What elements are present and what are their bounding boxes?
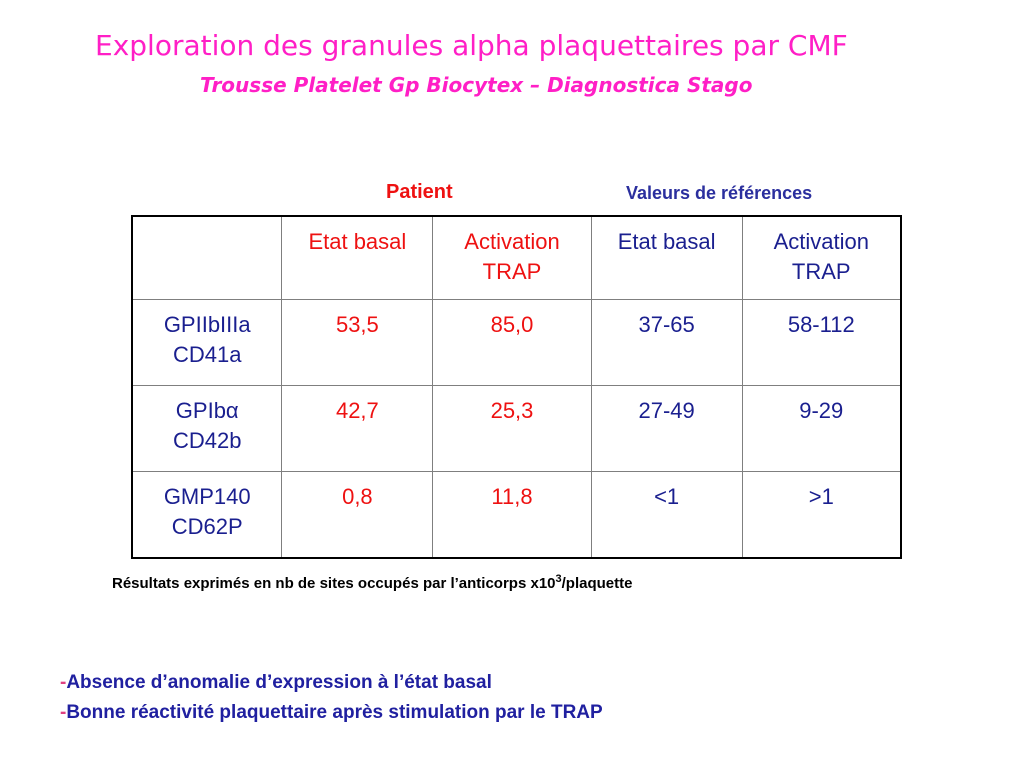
bullet-dash: - bbox=[60, 702, 67, 723]
patient-trap-value: 25,3 bbox=[432, 385, 592, 472]
footnote-exponent: 3 bbox=[555, 573, 562, 585]
header-cell-patient-basal: Etat basal bbox=[281, 215, 434, 300]
bullet-dash: - bbox=[60, 672, 67, 693]
table-row: GMP140 CD62P 0,8 11,8 <1 >1 bbox=[131, 471, 902, 559]
ref-basal-value: 27-49 bbox=[590, 385, 743, 472]
marker-name: GMP140 bbox=[163, 484, 251, 509]
marker-name: GPIbα bbox=[175, 398, 239, 423]
table-row: GPIIbIIIa CD41a 53,5 85,0 37-65 58-112 bbox=[131, 299, 902, 386]
marker-cd: CD42b bbox=[172, 428, 242, 453]
patient-basal-value: 53,5 bbox=[281, 299, 434, 386]
conclusion-item: -Bonne réactivité plaquettaire après sti… bbox=[60, 698, 603, 728]
table-header-row: Etat basal Activation TRAP Etat basal Ac… bbox=[131, 215, 902, 300]
conclusions-list: -Absence d’anomalie d’expression à l’éta… bbox=[60, 668, 603, 728]
footnote-text: Résultats exprimés en nb de sites occupé… bbox=[112, 575, 556, 592]
marker-cell: GPIIbIIIa CD41a bbox=[131, 299, 283, 386]
ref-trap-value: 9-29 bbox=[741, 385, 902, 472]
ref-basal-value: 37-65 bbox=[590, 299, 743, 386]
ref-trap-value: 58-112 bbox=[741, 299, 902, 386]
slide-subtitle: Trousse Platelet Gp Biocytex – Diagnosti… bbox=[200, 73, 753, 97]
patient-trap-value: 11,8 bbox=[432, 471, 592, 559]
marker-cell: GPIbα CD42b bbox=[131, 385, 283, 472]
conclusion-item: -Absence d’anomalie d’expression à l’éta… bbox=[60, 668, 603, 698]
slide-title: Exploration des granules alpha plaquetta… bbox=[95, 29, 848, 62]
ref-basal-value: <1 bbox=[590, 471, 743, 559]
patient-group-label: Patient bbox=[386, 181, 453, 203]
conclusion-text: Absence d’anomalie d’expression à l’état… bbox=[66, 672, 492, 693]
header-cell-patient-trap: Activation TRAP bbox=[432, 215, 592, 300]
header-cell-empty bbox=[131, 215, 283, 300]
header-cell-ref-basal: Etat basal bbox=[590, 215, 743, 300]
header-cell-ref-trap: Activation TRAP bbox=[741, 215, 902, 300]
patient-trap-value: 85,0 bbox=[432, 299, 592, 386]
marker-cd: CD41a bbox=[172, 342, 242, 367]
results-table: Etat basal Activation TRAP Etat basal Ac… bbox=[131, 215, 902, 559]
conclusion-text: Bonne réactivité plaquettaire après stim… bbox=[66, 702, 603, 723]
units-footnote: Résultats exprimés en nb de sites occupé… bbox=[112, 573, 632, 592]
patient-basal-value: 0,8 bbox=[281, 471, 434, 559]
marker-cd: CD62P bbox=[171, 514, 243, 539]
reference-group-label: Valeurs de références bbox=[626, 183, 813, 203]
footnote-suffix: /plaquette bbox=[561, 575, 633, 592]
ref-trap-value: >1 bbox=[741, 471, 902, 559]
marker-cell: GMP140 CD62P bbox=[131, 471, 283, 559]
marker-name: GPIIbIIIa bbox=[163, 312, 251, 337]
patient-basal-value: 42,7 bbox=[281, 385, 434, 472]
table-row: GPIbα CD42b 42,7 25,3 27-49 9-29 bbox=[131, 385, 902, 472]
